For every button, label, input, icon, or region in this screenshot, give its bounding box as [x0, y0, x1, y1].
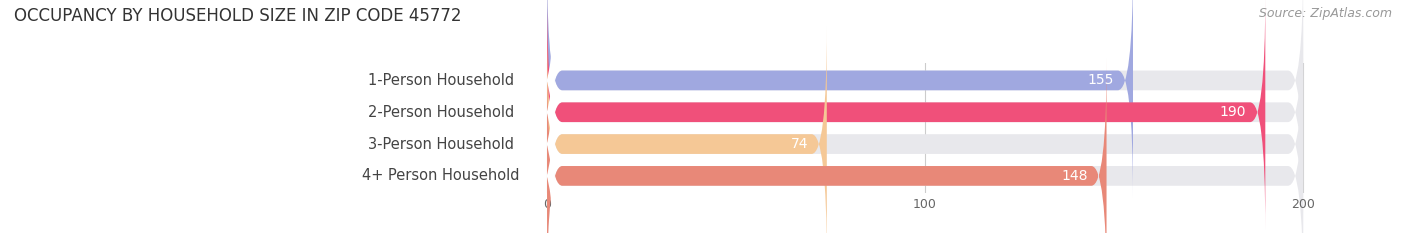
FancyBboxPatch shape	[547, 27, 827, 233]
FancyBboxPatch shape	[328, 0, 554, 230]
Text: 1-Person Household: 1-Person Household	[368, 73, 515, 88]
FancyBboxPatch shape	[547, 0, 1303, 230]
Text: 74: 74	[790, 137, 808, 151]
FancyBboxPatch shape	[328, 58, 554, 233]
FancyBboxPatch shape	[547, 58, 1303, 233]
FancyBboxPatch shape	[328, 27, 554, 233]
Text: 155: 155	[1088, 73, 1114, 87]
FancyBboxPatch shape	[328, 0, 554, 198]
FancyBboxPatch shape	[547, 27, 1303, 233]
Text: 148: 148	[1062, 169, 1088, 183]
FancyBboxPatch shape	[547, 0, 1265, 230]
Text: OCCUPANCY BY HOUSEHOLD SIZE IN ZIP CODE 45772: OCCUPANCY BY HOUSEHOLD SIZE IN ZIP CODE …	[14, 7, 461, 25]
Text: 190: 190	[1220, 105, 1246, 119]
Text: 2-Person Household: 2-Person Household	[368, 105, 515, 120]
Text: 4+ Person Household: 4+ Person Household	[363, 168, 520, 183]
Text: Source: ZipAtlas.com: Source: ZipAtlas.com	[1258, 7, 1392, 20]
FancyBboxPatch shape	[547, 58, 1107, 233]
FancyBboxPatch shape	[547, 0, 1133, 198]
FancyBboxPatch shape	[547, 0, 1303, 198]
Text: 3-Person Household: 3-Person Household	[368, 137, 515, 151]
